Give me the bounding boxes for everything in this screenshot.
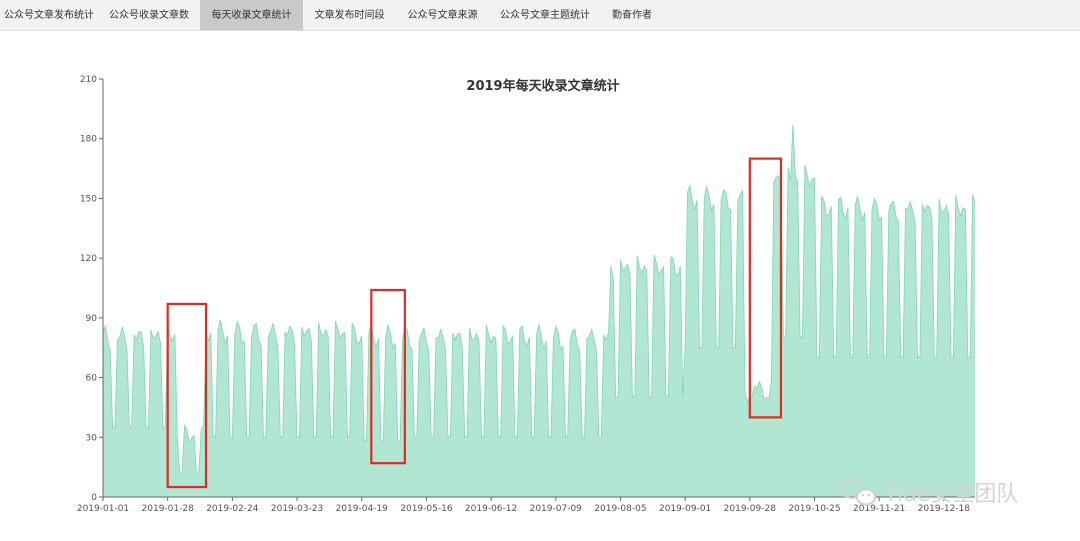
x-tick-label: 2019-01-28 — [142, 504, 195, 514]
watermark-text: Tide安全团队 — [883, 482, 1018, 507]
x-tick-label: 2019-08-05 — [594, 504, 646, 514]
x-tick-label: 2019-04-19 — [336, 504, 389, 514]
tab-topic-stats[interactable]: 公众号文章主题统计 — [500, 10, 590, 21]
tab-publish-stats[interactable]: 公众号文章发布统计 — [4, 10, 94, 21]
y-tick-label: 120 — [80, 254, 97, 264]
highlight-boxes — [166, 157, 783, 489]
y-tick-label: 210 — [80, 75, 97, 85]
y-tick-label: 150 — [80, 194, 97, 204]
tab-publish-time[interactable]: 文章发布时间段 — [314, 10, 385, 21]
tab-daily-stats[interactable]: 每天收录文章统计 — [200, 0, 303, 30]
x-tick-label: 2019-09-28 — [724, 504, 777, 514]
area-line — [102, 124, 976, 474]
y-tick-label: 180 — [80, 135, 97, 145]
x-tick-label: 2019-11-21 — [853, 504, 905, 514]
daily-articles-chart: 0 30 60 90 120 150 180 210 2019-01-01 2019-01-28 2… — [77, 75, 1019, 514]
y-tick-label: 60 — [86, 374, 98, 384]
tab-bar: 公众号文章发布统计 公众号收录文章数 每天收录文章统计 文章发布时间段 公众号文… — [0, 0, 1080, 31]
x-tick-label: 2019-02-24 — [206, 504, 259, 514]
tab-article-source[interactable]: 公众号文章来源 — [407, 10, 478, 21]
x-tick-label: 2019-10-25 — [788, 504, 840, 514]
x-tick-label: 2019-06-12 — [465, 504, 517, 514]
chart-title: 2019年每天收录文章统计 — [466, 78, 619, 94]
tab-collected-count[interactable]: 公众号收录文章数 — [109, 10, 189, 21]
area-fill — [103, 124, 975, 498]
x-tick-label: 2019-05-16 — [400, 504, 453, 514]
highlight-box — [748, 157, 783, 419]
x-tick-label: 2019-12-18 — [918, 504, 971, 514]
y-tick-label: 0 — [91, 493, 97, 503]
highlight-box — [166, 302, 208, 489]
y-tick-label: 90 — [86, 314, 98, 324]
x-tick-label: 2019-03-23 — [271, 504, 323, 514]
axes: 0 30 60 90 120 150 180 210 2019-01-01 2019-01-28 2… — [77, 75, 975, 514]
area-series — [102, 124, 976, 498]
highlight-box — [370, 288, 406, 465]
x-tick-label: 2019-07-09 — [530, 504, 583, 514]
y-tick-label: 30 — [86, 433, 98, 443]
watermark: Tide安全团队 — [840, 479, 1018, 507]
x-tick-label: 2019-09-01 — [659, 504, 711, 514]
tab-diligent-authors[interactable]: 勤奋作者 — [612, 10, 652, 21]
wechat-icon — [840, 479, 876, 506]
x-tick-label: 2019-01-01 — [77, 504, 129, 514]
